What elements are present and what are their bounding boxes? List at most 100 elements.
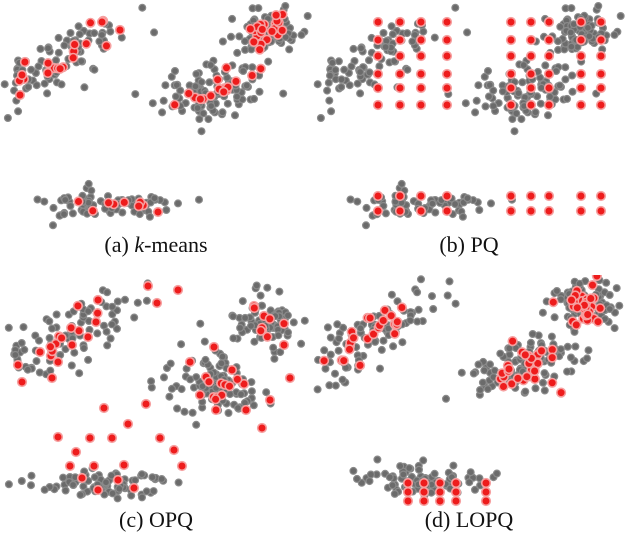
centroid <box>210 394 221 405</box>
data-point <box>61 195 70 204</box>
data-point <box>48 324 57 333</box>
data-point <box>166 359 175 368</box>
data-point <box>160 373 169 382</box>
data-point <box>326 71 335 80</box>
centroid <box>90 316 102 328</box>
centroid <box>81 38 92 49</box>
centroid <box>338 355 349 366</box>
data-point <box>594 1 603 11</box>
data-point <box>561 63 570 72</box>
centroid <box>372 82 384 94</box>
data-point <box>571 342 580 351</box>
scatter-plot-kmeans <box>0 1 312 230</box>
data-point <box>405 464 414 473</box>
data-point <box>466 468 475 477</box>
data-point <box>106 334 115 343</box>
centroid <box>257 24 268 35</box>
centroid <box>418 477 430 489</box>
data-point <box>364 56 373 65</box>
centroid <box>450 495 462 507</box>
data-point <box>103 288 112 297</box>
centroid <box>592 316 604 327</box>
centroid <box>372 99 384 111</box>
centroid <box>525 190 537 202</box>
centroid <box>595 34 607 46</box>
data-point <box>484 66 493 75</box>
centroid <box>240 404 252 416</box>
centroid <box>450 486 462 498</box>
data-point <box>258 301 267 310</box>
data-point <box>79 344 88 353</box>
data-point <box>442 394 451 403</box>
data-point <box>505 344 514 353</box>
data-point <box>255 87 264 96</box>
data-point <box>377 345 386 354</box>
data-point <box>193 103 202 112</box>
centroid <box>505 16 517 28</box>
data-point <box>375 62 384 71</box>
centroid <box>372 205 384 217</box>
data-point <box>44 44 53 53</box>
centroid <box>415 205 427 217</box>
data-point <box>371 337 380 346</box>
centroid <box>543 190 555 202</box>
centroid <box>208 341 220 353</box>
data-point <box>365 68 374 77</box>
data-point <box>197 127 206 136</box>
data-point <box>508 114 517 123</box>
centroid <box>450 477 462 489</box>
data-point <box>158 108 167 117</box>
data-point <box>430 469 439 478</box>
data-point <box>539 378 548 387</box>
centroid <box>92 294 104 306</box>
centroid <box>386 310 397 321</box>
centroid <box>402 495 414 507</box>
data-point <box>27 481 36 490</box>
data-point <box>90 29 99 38</box>
data-point <box>100 490 109 499</box>
centroid <box>595 303 606 314</box>
data-point <box>242 81 251 90</box>
data-point <box>521 387 530 396</box>
data-point <box>174 199 183 208</box>
data-point <box>337 82 346 91</box>
data-point <box>347 62 356 71</box>
data-point <box>67 361 76 370</box>
centroid <box>92 307 103 319</box>
data-point <box>133 298 142 307</box>
data-point <box>458 212 467 221</box>
centroid <box>154 432 166 444</box>
data-point <box>475 206 484 215</box>
data-point <box>489 101 498 110</box>
data-point <box>605 305 614 314</box>
data-point <box>346 195 355 204</box>
data-point <box>84 355 93 364</box>
centroid <box>172 284 184 296</box>
data-point <box>483 384 492 393</box>
data-point <box>610 30 619 39</box>
centroid <box>525 34 537 46</box>
data-point <box>537 83 546 92</box>
data-point <box>43 89 52 98</box>
data-point <box>20 345 29 354</box>
data-point <box>430 33 439 42</box>
centroid <box>480 486 492 498</box>
centroid <box>133 201 144 212</box>
data-point <box>283 311 292 320</box>
panel-pq: (b) PQ <box>313 0 625 275</box>
centroid <box>232 374 243 385</box>
data-point <box>496 349 505 358</box>
data-point <box>337 75 346 84</box>
data-point <box>171 66 180 75</box>
data-point <box>316 113 325 122</box>
centroid <box>525 205 537 217</box>
data-point <box>106 27 115 36</box>
data-point <box>61 486 70 495</box>
centroid <box>254 44 265 55</box>
data-point <box>66 29 75 38</box>
data-point <box>252 281 261 290</box>
data-point <box>148 473 157 482</box>
data-point <box>239 66 248 75</box>
data-point <box>331 65 340 74</box>
data-point <box>536 99 545 108</box>
